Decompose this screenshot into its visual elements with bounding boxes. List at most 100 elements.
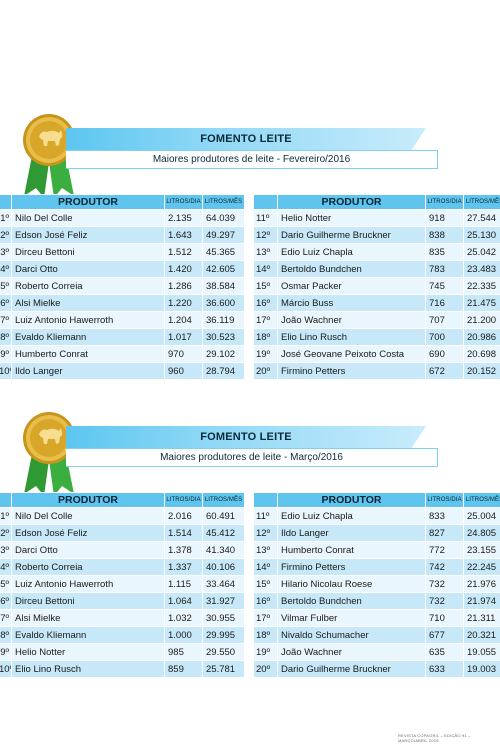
table-row: 3º Darci Otto 1.378 41.340	[0, 541, 245, 559]
producer-name-cell: Edson José Feliz	[11, 524, 165, 542]
producer-name-cell: Ildo Langer	[277, 524, 426, 542]
liters-per-day-cell: 1.286	[164, 277, 203, 295]
table-row: 14º Firmino Petters 742 22.245	[253, 558, 500, 576]
producer-name-cell: Dario Guilherme Bruckner	[277, 226, 426, 244]
producer-name-cell: Luiz Antonio Hawerroth	[11, 311, 165, 329]
producer-name-cell: Darci Otto	[11, 541, 165, 559]
producer-name-cell: Ildo Langer	[11, 362, 165, 380]
table-row: 2º Edson José Feliz 1.514 45.412	[0, 524, 245, 542]
liters-per-month-cell: 20.152	[463, 362, 500, 380]
rank-cell: 11º	[253, 507, 278, 525]
header-rank	[0, 492, 12, 508]
table-header-row: PRODUTOR LITROS/DIA LITROS/MÊS	[253, 492, 500, 508]
table-row: 8º Evaldo Kliemann 1.000 29.995	[0, 626, 245, 644]
producer-name-cell: Helio Notter	[11, 643, 165, 661]
producer-name-cell: Nilo Del Colle	[11, 209, 165, 227]
page-footer: REVISTA COPAGRIL – EDIÇÃO 91 – MARÇO/ABR…	[398, 733, 471, 743]
liters-per-day-cell: 710	[425, 609, 464, 627]
header-liters-per-day: LITROS/DIA	[164, 194, 203, 210]
table-row: 3º Dirceu Bettoni 1.512 45.365	[0, 243, 245, 261]
producer-name-cell: Firmino Petters	[277, 362, 426, 380]
producer-name-cell: João Wachner	[277, 643, 426, 661]
table-row: 4º Roberto Correia 1.337 40.106	[0, 558, 245, 576]
section-subtitle-band: Maiores produtores de leite - Março/2016	[66, 448, 438, 467]
header-liters-per-day: LITROS/DIA	[164, 492, 203, 508]
ranking-table-left: PRODUTOR LITROS/DIA LITROS/MÊS 1º Nilo Del C…	[0, 492, 245, 678]
liters-per-month-cell: 21.475	[463, 294, 500, 312]
liters-per-day-cell: 985	[164, 643, 203, 661]
liters-per-month-cell: 25.781	[202, 660, 245, 678]
producer-name-cell: Nilo Del Colle	[11, 507, 165, 525]
table-row: 6º Alsi Mielke 1.220 36.600	[0, 294, 245, 312]
liters-per-month-cell: 42.605	[202, 260, 245, 278]
table-row: 20º Firmino Petters 672 20.152	[253, 362, 500, 380]
table-header-row: PRODUTOR LITROS/DIA LITROS/MÊS	[0, 492, 245, 508]
table-row: 5º Luiz Antonio Hawerroth 1.115 33.464	[0, 575, 245, 593]
producer-name-cell: Edson José Feliz	[11, 226, 165, 244]
rank-cell: 3º	[0, 541, 12, 559]
rank-cell: 20º	[253, 660, 278, 678]
header-liters-per-day: LITROS/DIA	[425, 194, 464, 210]
liters-per-month-cell: 23.155	[463, 541, 500, 559]
producer-name-cell: Vilmar Fulber	[277, 609, 426, 627]
table-row: 19º José Geovane Peixoto Costa 690 20.698	[253, 345, 500, 363]
table-row: 16º Márcio Buss 716 21.475	[253, 294, 500, 312]
table-header-row: PRODUTOR LITROS/DIA LITROS/MÊS	[253, 194, 500, 210]
liters-per-month-cell: 40.106	[202, 558, 245, 576]
liters-per-month-cell: 21.976	[463, 575, 500, 593]
table-row: 20º Dario Guilherme Bruckner 633 19.003	[253, 660, 500, 678]
section-subtitle-band: Maiores produtores de leite - Fevereiro/…	[66, 150, 438, 169]
rank-cell: 13º	[253, 243, 278, 261]
liters-per-month-cell: 21.311	[463, 609, 500, 627]
header-rank	[253, 194, 278, 210]
liters-per-month-cell: 33.464	[202, 575, 245, 593]
liters-per-day-cell: 732	[425, 592, 464, 610]
rank-cell: 2º	[0, 226, 12, 244]
liters-per-day-cell: 732	[425, 575, 464, 593]
producer-name-cell: Nivaldo Schumacher	[277, 626, 426, 644]
liters-per-day-cell: 2.016	[164, 507, 203, 525]
producer-name-cell: Elio Lino Rusch	[277, 328, 426, 346]
rank-cell: 3º	[0, 243, 12, 261]
liters-per-day-cell: 833	[425, 507, 464, 525]
liters-per-month-cell: 25.130	[463, 226, 500, 244]
producer-name-cell: Dirceu Bettoni	[11, 243, 165, 261]
liters-per-day-cell: 835	[425, 243, 464, 261]
table-row: 9º Humberto Conrat 970 29.102	[0, 345, 245, 363]
liters-per-day-cell: 700	[425, 328, 464, 346]
rank-cell: 14º	[253, 558, 278, 576]
producer-name-cell: Osmar Packer	[277, 277, 426, 295]
producer-name-cell: Dirceu Bettoni	[11, 592, 165, 610]
producer-name-cell: José Geovane Peixoto Costa	[277, 345, 426, 363]
rank-cell: 5º	[0, 277, 12, 295]
header-liters-per-month: LITROS/MÊS	[202, 492, 245, 508]
rank-cell: 6º	[0, 592, 12, 610]
rank-cell: 9º	[0, 643, 12, 661]
producer-name-cell: Edio Luiz Chapla	[277, 507, 426, 525]
liters-per-day-cell: 1.000	[164, 626, 203, 644]
producer-name-cell: Dario Guilherme Bruckner	[277, 660, 426, 678]
gold-medal-icon	[18, 112, 80, 200]
header-producer: PRODUTOR	[277, 194, 426, 210]
table-row: 6º Dirceu Bettoni 1.064 31.927	[0, 592, 245, 610]
liters-per-day-cell: 1.514	[164, 524, 203, 542]
liters-per-day-cell: 1.420	[164, 260, 203, 278]
rank-cell: 20º	[253, 362, 278, 380]
rank-cell: 11º	[253, 209, 278, 227]
producer-name-cell: João Wachner	[277, 311, 426, 329]
producer-name-cell: Alsi Mielke	[11, 609, 165, 627]
producer-name-cell: Roberto Correia	[11, 277, 165, 295]
liters-per-day-cell: 635	[425, 643, 464, 661]
header-liters-per-month: LITROS/MÊS	[463, 492, 500, 508]
rank-cell: 4º	[0, 558, 12, 576]
header-rank	[0, 194, 12, 210]
rank-cell: 12º	[253, 524, 278, 542]
rank-cell: 19º	[253, 643, 278, 661]
header-liters-per-month: LITROS/MÊS	[202, 194, 245, 210]
liters-per-month-cell: 22.245	[463, 558, 500, 576]
liters-per-month-cell: 28.794	[202, 362, 245, 380]
liters-per-day-cell: 672	[425, 362, 464, 380]
table-row: 19º João Wachner 635 19.055	[253, 643, 500, 661]
liters-per-month-cell: 38.584	[202, 277, 245, 295]
